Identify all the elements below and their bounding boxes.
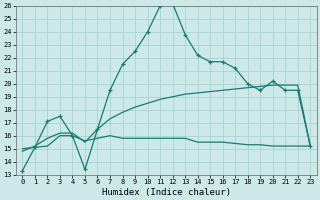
X-axis label: Humidex (Indice chaleur): Humidex (Indice chaleur): [102, 188, 231, 197]
